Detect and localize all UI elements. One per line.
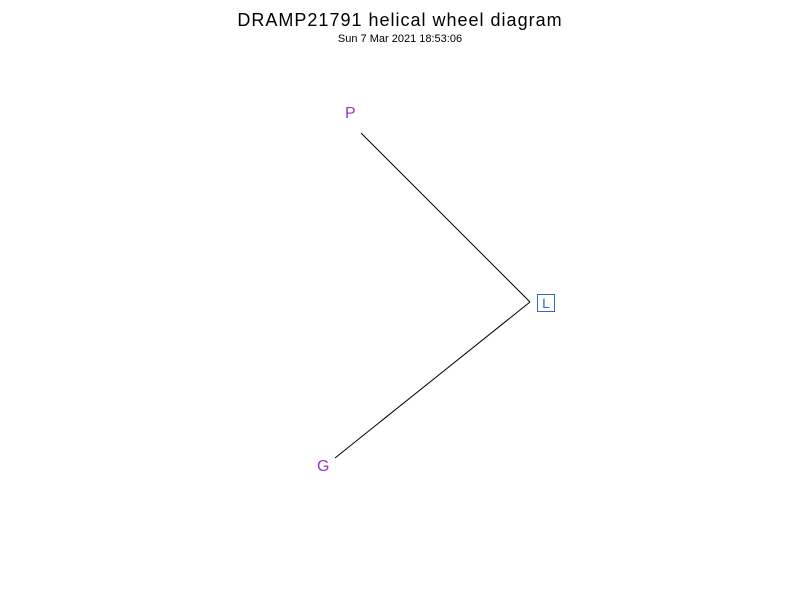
node-g: G — [317, 458, 329, 476]
edge-line — [361, 133, 530, 302]
node-l: L — [537, 294, 555, 312]
helical-wheel-svg — [0, 0, 800, 600]
edge-line — [335, 302, 530, 458]
node-p: P — [345, 105, 356, 123]
